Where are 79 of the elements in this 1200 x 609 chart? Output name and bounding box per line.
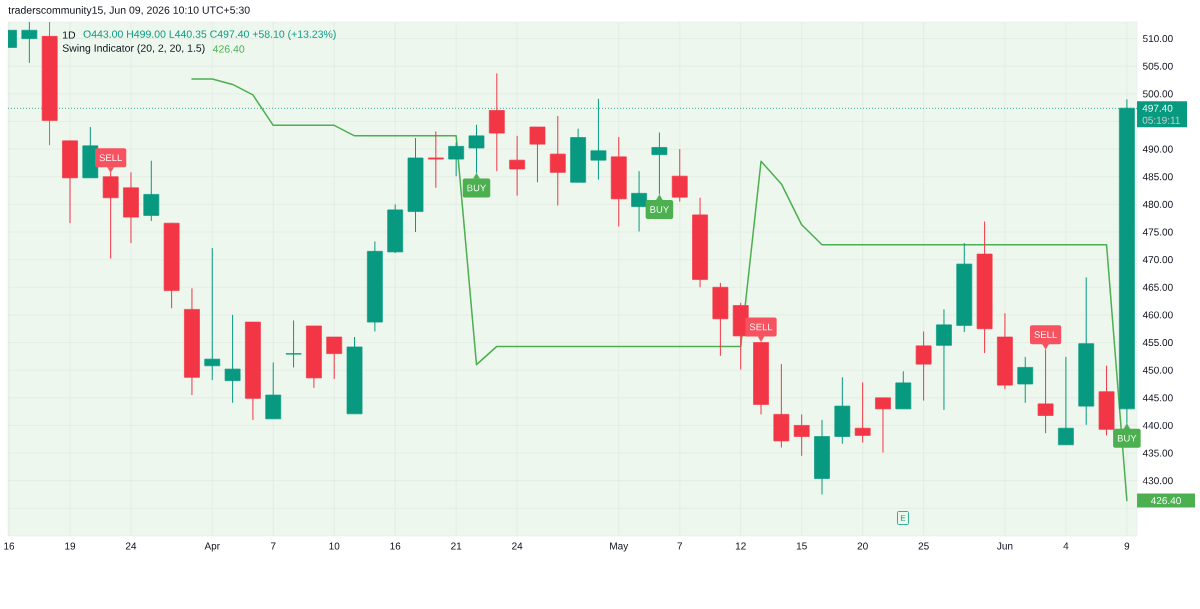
y-tick-label: 450.00 bbox=[1142, 366, 1173, 374]
candlestick bbox=[936, 308, 952, 411]
data-label: SELL bbox=[1034, 331, 1057, 339]
candlestick bbox=[488, 72, 505, 172]
candlestick bbox=[204, 247, 221, 381]
x-tick-label: 16 bbox=[4, 542, 15, 550]
x-tick-label: 4 bbox=[1063, 542, 1069, 550]
data-label: BUY bbox=[650, 206, 669, 213]
candlestick bbox=[854, 381, 871, 444]
text: 1D bbox=[63, 31, 76, 39]
y-tick-label: 440.00 bbox=[1142, 421, 1173, 429]
text: 426.40 bbox=[1150, 497, 1181, 505]
x-tick-label: Jun bbox=[997, 542, 1013, 550]
y-tick-label: 430.00 bbox=[1142, 477, 1173, 485]
candlestick bbox=[265, 361, 282, 420]
y-tick-label: 465.00 bbox=[1142, 283, 1173, 291]
y-tick-label: 435.00 bbox=[1142, 449, 1173, 457]
y-tick-label: 490.00 bbox=[1142, 145, 1173, 153]
y-tick-label: 510.00 bbox=[1142, 35, 1173, 43]
data-label: SELL bbox=[99, 154, 122, 162]
data-label: BUY bbox=[1117, 434, 1137, 442]
y-tick-label: 500.00 bbox=[1142, 90, 1173, 98]
candlestick bbox=[448, 141, 465, 177]
x-tick-label: 20 bbox=[857, 542, 868, 550]
candlestick bbox=[875, 397, 891, 454]
y-tick-label: 460.00 bbox=[1142, 311, 1173, 319]
x-tick-label: May bbox=[610, 542, 629, 552]
x-tick-label: 7 bbox=[270, 542, 276, 550]
candlestick bbox=[427, 130, 444, 189]
candlestick bbox=[529, 126, 546, 183]
candlestick bbox=[143, 160, 160, 222]
annotation: O443.00 H499.00 L440.35 C497.40 +58.10 (+13.23%) bbox=[83, 30, 336, 40]
y-tick-label: 480.00 bbox=[1142, 200, 1173, 208]
x-tick-label: 7 bbox=[677, 542, 683, 550]
annotation: 426.40 bbox=[212, 45, 245, 53]
annotation: E bbox=[900, 515, 906, 521]
x-tick-label: 25 bbox=[918, 542, 929, 550]
point bbox=[1042, 343, 1049, 350]
y-tick-label: 475.00 bbox=[1142, 228, 1173, 236]
candlestick bbox=[793, 413, 810, 457]
x-tick-label: 24 bbox=[512, 542, 523, 550]
candlestick bbox=[549, 115, 566, 206]
candlestick bbox=[326, 336, 343, 380]
data-label: BUY bbox=[467, 184, 487, 192]
candlestick bbox=[1037, 349, 1054, 434]
candlestick bbox=[509, 135, 526, 197]
x-tick-label: 21 bbox=[451, 542, 462, 550]
y-tick-label: 455.00 bbox=[1142, 339, 1173, 347]
x-tick-label: 9 bbox=[1124, 542, 1130, 550]
x-tick-label: 10 bbox=[329, 542, 340, 550]
point bbox=[757, 336, 765, 342]
y-tick-label: 485.00 bbox=[1142, 173, 1173, 181]
candlestick bbox=[285, 319, 302, 368]
candlestick bbox=[671, 148, 688, 203]
ref-line-label: 497.40 bbox=[1142, 104, 1173, 112]
chart-title: traderscommunity15, Jun 09, 2026 10:10 UTC+5:30 bbox=[8, 6, 250, 16]
x-tick-label: Apr bbox=[204, 542, 220, 552]
point bbox=[107, 167, 114, 173]
y-tick-label: 470.00 bbox=[1142, 256, 1173, 264]
candlestick bbox=[631, 170, 647, 232]
x-tick-label: 16 bbox=[390, 542, 401, 550]
y-tick-label: 445.00 bbox=[1142, 394, 1173, 402]
candlestick bbox=[224, 314, 241, 404]
candlestick bbox=[651, 132, 668, 195]
x-tick-label: 19 bbox=[65, 542, 76, 550]
candlestick bbox=[1058, 356, 1074, 446]
point bbox=[473, 172, 480, 179]
candlestick bbox=[1017, 356, 1034, 404]
point bbox=[1123, 423, 1131, 430]
text: Swing Indicator (20, 2, 20, 1.5) bbox=[62, 44, 205, 54]
data-label: SELL bbox=[749, 323, 773, 331]
text: 05:19:11 bbox=[1142, 116, 1180, 124]
point bbox=[656, 194, 663, 201]
y-tick-label: 505.00 bbox=[1142, 62, 1173, 70]
x-tick-label: 24 bbox=[125, 542, 137, 550]
candlestick bbox=[915, 331, 932, 402]
x-tick-label: 12 bbox=[735, 542, 746, 550]
candlestick bbox=[21, 22, 38, 64]
x-tick-label: 15 bbox=[796, 542, 807, 550]
